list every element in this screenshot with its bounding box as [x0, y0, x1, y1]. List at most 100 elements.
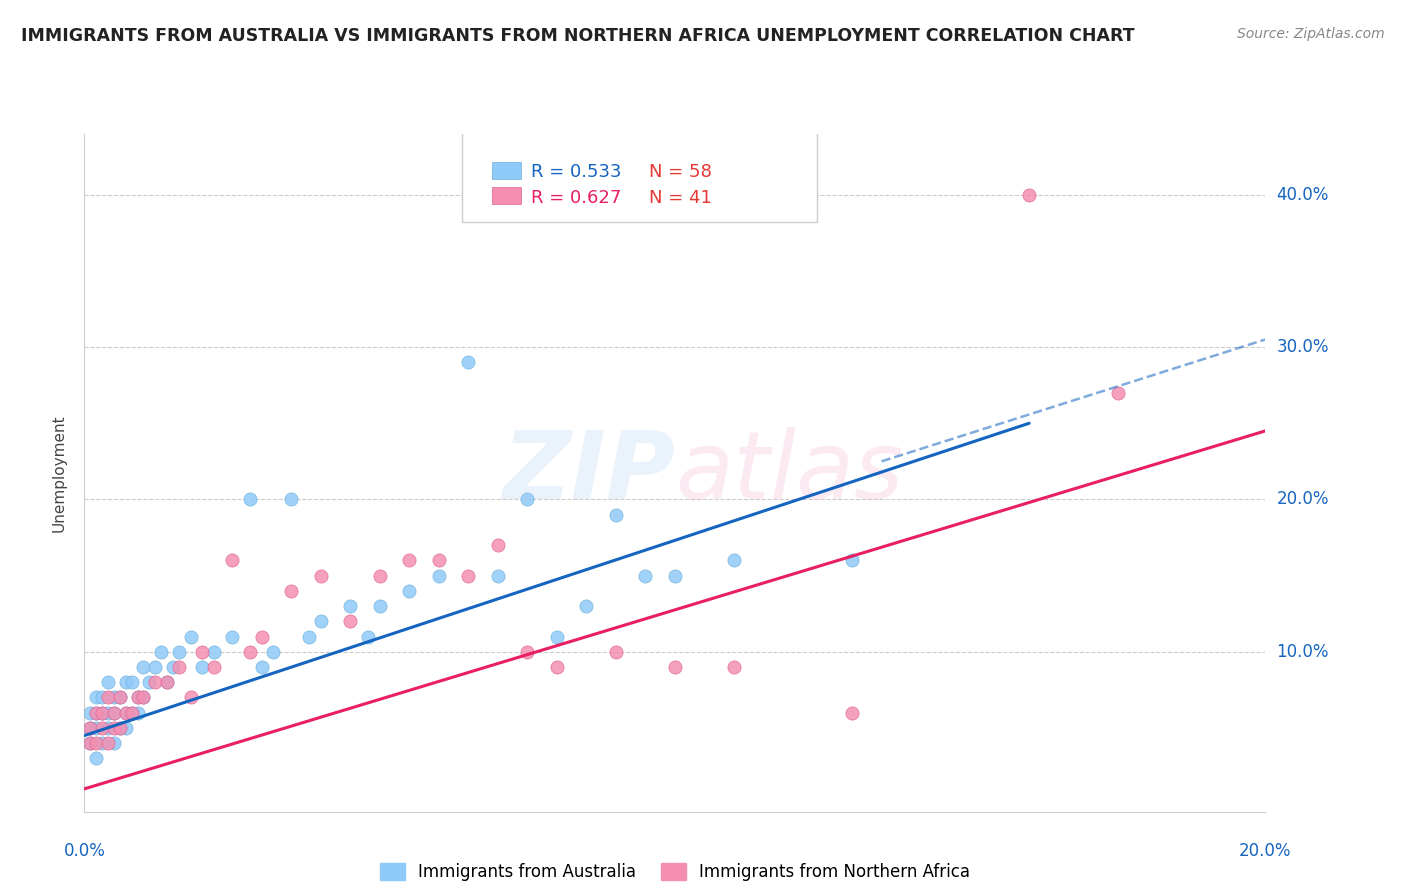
Point	[298, 630, 321, 644]
Point	[121, 706, 143, 720]
Point	[162, 660, 184, 674]
Point	[79, 721, 101, 735]
Point	[239, 492, 262, 507]
Legend: Immigrants from Australia, Immigrants from Northern Africa: Immigrants from Australia, Immigrants fr…	[380, 863, 970, 881]
Point	[427, 553, 450, 567]
Point	[127, 690, 149, 705]
Text: N = 41: N = 41	[650, 189, 711, 207]
Point	[114, 675, 136, 690]
Point	[180, 690, 202, 705]
Text: N = 58: N = 58	[650, 163, 711, 181]
Point	[309, 568, 332, 582]
Point	[114, 706, 136, 720]
Text: 20.0%: 20.0%	[1277, 491, 1329, 508]
Point	[221, 553, 243, 567]
Point	[108, 721, 131, 735]
Point	[398, 553, 420, 567]
Point	[191, 660, 214, 674]
Point	[150, 645, 173, 659]
Point	[398, 583, 420, 598]
Point	[634, 568, 657, 582]
Text: atlas: atlas	[675, 427, 903, 518]
Point	[97, 675, 120, 690]
Point	[108, 690, 131, 705]
Point	[427, 568, 450, 582]
Point	[250, 660, 273, 674]
Point	[605, 645, 627, 659]
Point	[103, 706, 125, 720]
Point	[121, 675, 143, 690]
Point	[84, 721, 107, 735]
FancyBboxPatch shape	[463, 127, 817, 222]
Text: 40.0%: 40.0%	[1277, 186, 1329, 203]
Point	[280, 492, 302, 507]
Y-axis label: Unemployment: Unemployment	[51, 414, 66, 532]
Point	[457, 355, 479, 369]
Point	[132, 690, 155, 705]
Point	[280, 583, 302, 598]
Point	[103, 690, 125, 705]
Point	[262, 645, 284, 659]
FancyBboxPatch shape	[492, 161, 522, 178]
Text: Source: ZipAtlas.com: Source: ZipAtlas.com	[1237, 27, 1385, 41]
Point	[79, 736, 101, 750]
Point	[79, 706, 101, 720]
Point	[97, 690, 120, 705]
Text: 30.0%: 30.0%	[1277, 338, 1329, 356]
Point	[1018, 187, 1040, 202]
Point	[91, 690, 114, 705]
Text: ZIP: ZIP	[502, 426, 675, 519]
Point	[202, 660, 225, 674]
Point	[339, 599, 361, 613]
Point	[457, 568, 479, 582]
Point	[91, 706, 114, 720]
Point	[723, 660, 745, 674]
Point	[664, 660, 686, 674]
Point	[79, 721, 101, 735]
Point	[841, 553, 863, 567]
Point	[156, 675, 179, 690]
Point	[97, 706, 120, 720]
Text: R = 0.627: R = 0.627	[531, 189, 621, 207]
Point	[97, 721, 120, 735]
Point	[138, 675, 160, 690]
Point	[180, 630, 202, 644]
Point	[1107, 385, 1129, 400]
Point	[91, 736, 114, 750]
Point	[114, 721, 136, 735]
Point	[841, 706, 863, 720]
Point	[357, 630, 380, 644]
Point	[127, 690, 149, 705]
Point	[167, 645, 190, 659]
Point	[132, 690, 155, 705]
Point	[114, 706, 136, 720]
Text: 20.0%: 20.0%	[1239, 842, 1292, 860]
Point	[664, 568, 686, 582]
Point	[309, 615, 332, 629]
Point	[486, 538, 509, 552]
Point	[516, 645, 538, 659]
Point	[84, 706, 107, 720]
Point	[103, 706, 125, 720]
Point	[239, 645, 262, 659]
Point	[84, 736, 107, 750]
Point	[250, 630, 273, 644]
Text: 10.0%: 10.0%	[1277, 643, 1329, 661]
Point	[486, 568, 509, 582]
Point	[167, 660, 190, 674]
FancyBboxPatch shape	[492, 186, 522, 203]
Point	[339, 615, 361, 629]
Point	[121, 706, 143, 720]
Point	[546, 660, 568, 674]
Point	[221, 630, 243, 644]
Point	[546, 630, 568, 644]
Text: R = 0.533: R = 0.533	[531, 163, 621, 181]
Point	[91, 706, 114, 720]
Point	[143, 660, 166, 674]
Point	[202, 645, 225, 659]
Point	[605, 508, 627, 522]
Point	[97, 736, 120, 750]
Text: IMMIGRANTS FROM AUSTRALIA VS IMMIGRANTS FROM NORTHERN AFRICA UNEMPLOYMENT CORREL: IMMIGRANTS FROM AUSTRALIA VS IMMIGRANTS …	[21, 27, 1135, 45]
Point	[84, 706, 107, 720]
Point	[368, 599, 391, 613]
